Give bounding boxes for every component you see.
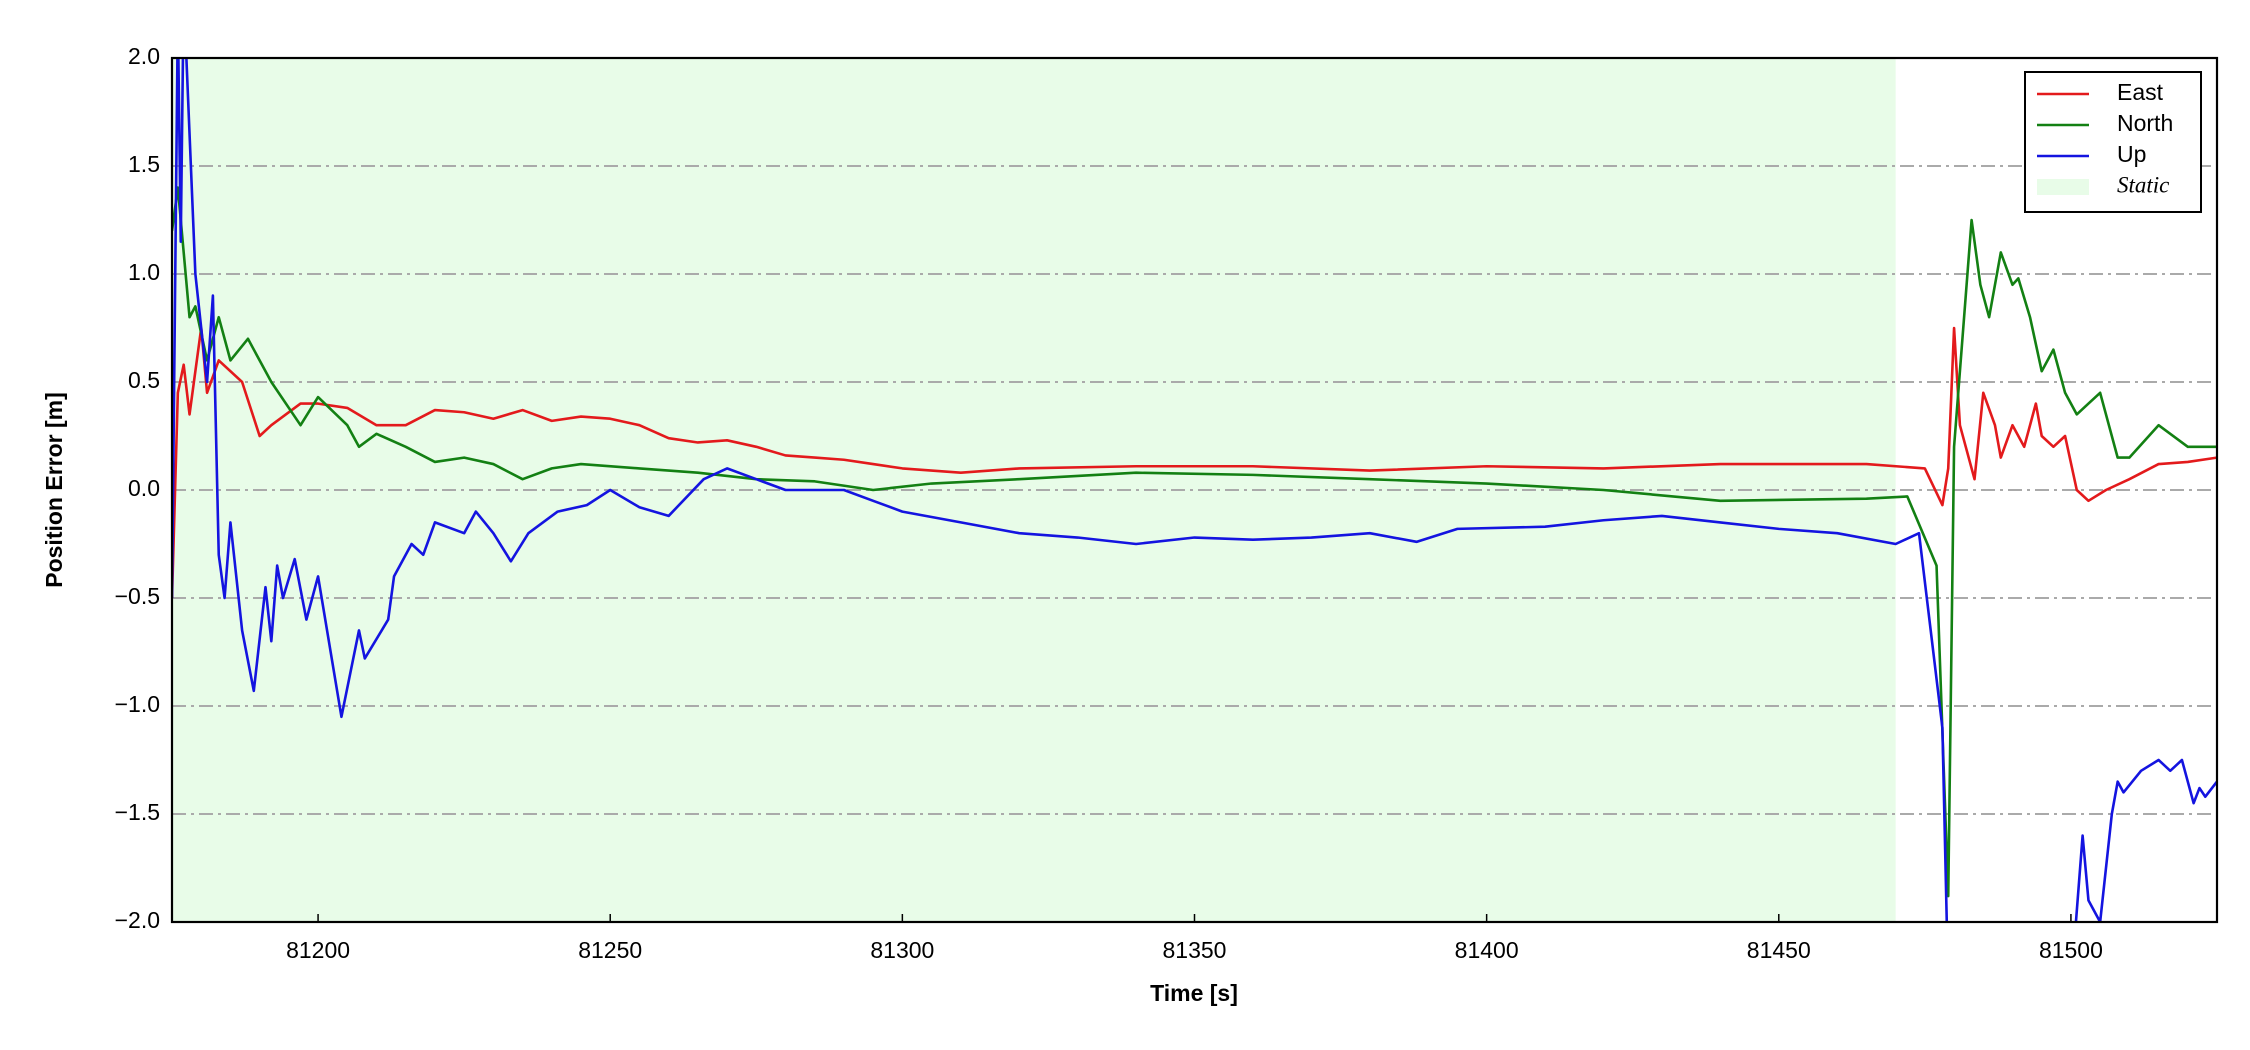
y-tick-label: 1.5 [128,151,160,177]
x-axis-label: Time [s] [1150,980,1238,1006]
series-line [172,326,2217,599]
x-tick-label: 81300 [870,937,934,963]
y-tick-label: 2.0 [128,43,160,69]
series-line [172,186,2217,898]
y-tick-label: −1.5 [115,799,160,825]
legend-label: North [2117,110,2173,136]
plot-frame [170,56,2219,924]
y-axis-label: Position Error [m] [41,392,67,588]
y-tick-label: −1.0 [115,691,160,717]
x-tick-label: 81450 [1747,937,1811,963]
y-tick-label: 1.0 [128,259,160,285]
y-tick-label: 0.5 [128,367,160,393]
x-tick-label: 81400 [1455,937,1519,963]
x-tick-label: 81200 [286,937,350,963]
y-tick-label: −2.0 [115,907,160,933]
x-tick-label: 81350 [1163,937,1227,963]
series-line [172,58,2217,922]
x-tick-label: 81500 [2039,937,2103,963]
legend-label: Static [2117,172,2169,197]
legend-label: East [2117,79,2164,105]
legend-label: Up [2117,141,2146,167]
x-tick-label: 81250 [578,937,642,963]
legend-swatch [2037,179,2089,195]
y-tick-label: 0.0 [128,475,160,501]
y-tick-label: −0.5 [115,583,160,609]
